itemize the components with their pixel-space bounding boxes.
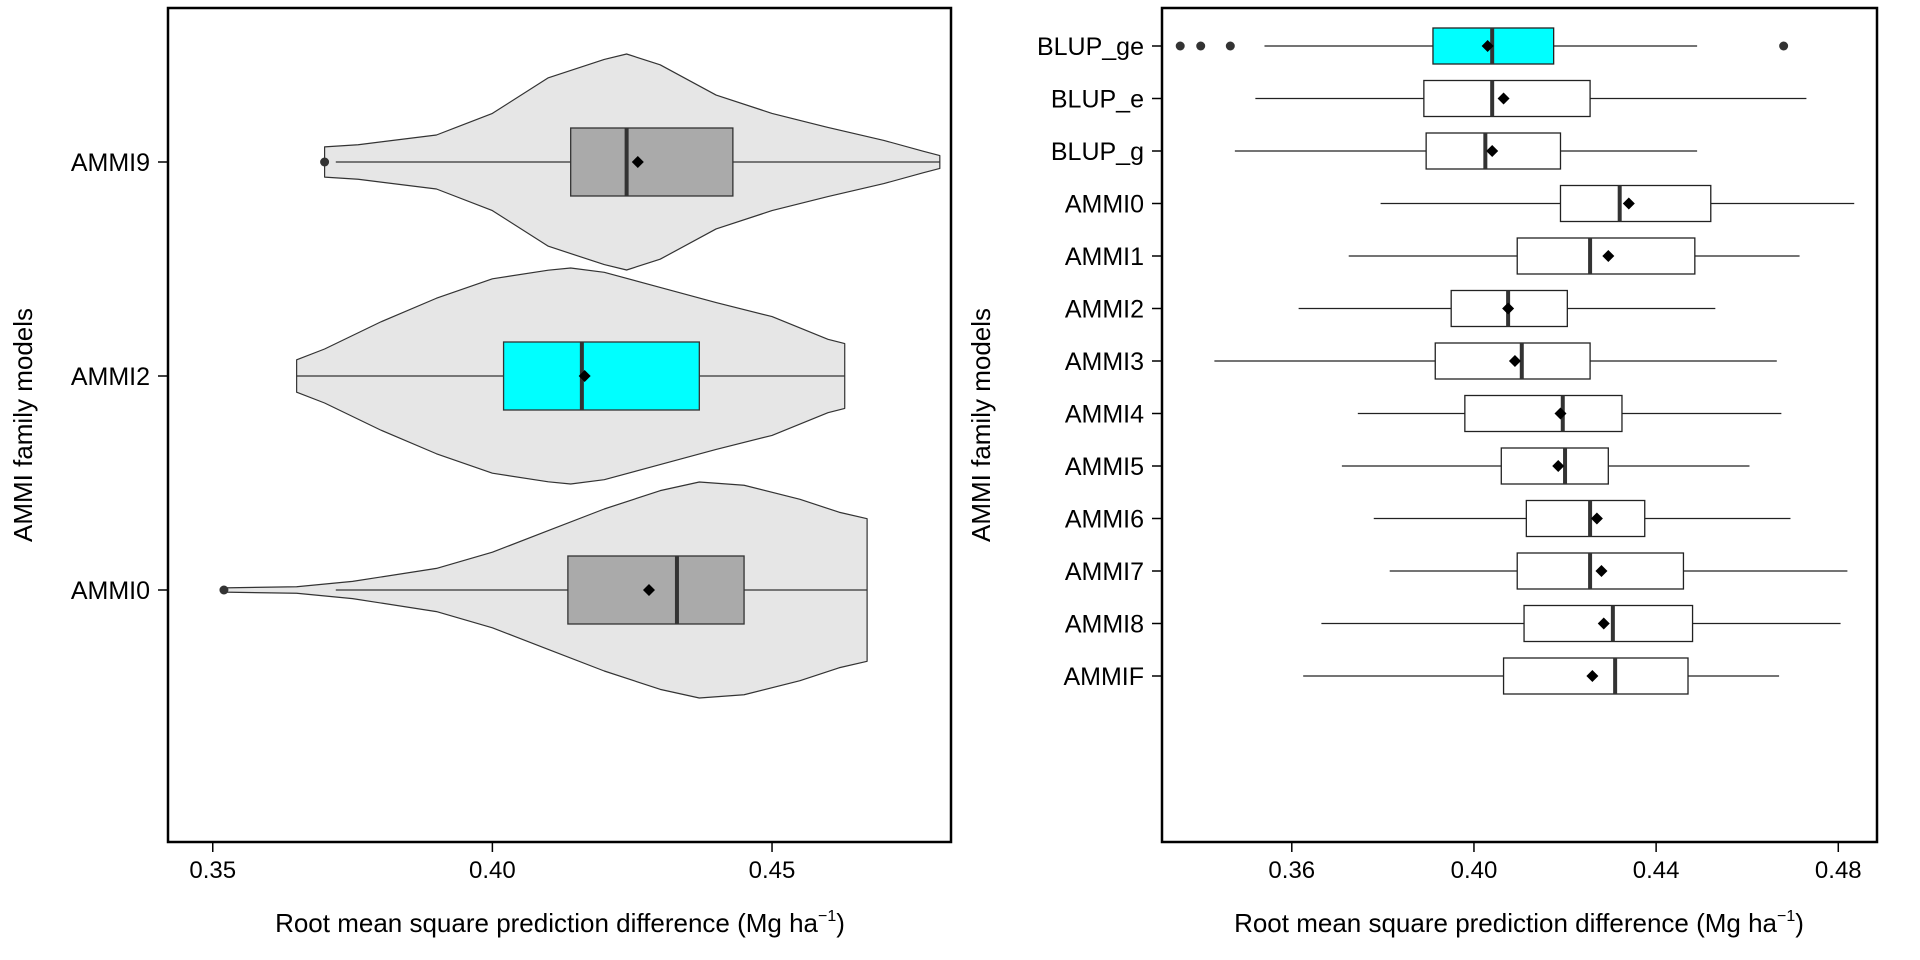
mean-marker bbox=[1554, 407, 1567, 420]
y-axis-label: AMMI family models bbox=[8, 308, 38, 542]
mean-marker bbox=[1552, 460, 1565, 472]
iqr-box bbox=[502, 341, 700, 411]
mean-marker bbox=[578, 370, 591, 382]
box-group bbox=[1357, 394, 1782, 433]
x-tick-label: 0.36 bbox=[1268, 857, 1315, 884]
y-tick-label: AMMI9 bbox=[71, 149, 150, 177]
x-tick-label: 0.40 bbox=[469, 857, 516, 884]
box-group bbox=[1348, 237, 1800, 275]
y-tick-label: AMMI4 bbox=[1065, 401, 1144, 429]
outlier-point bbox=[1225, 41, 1235, 51]
plot-frame bbox=[166, 6, 953, 844]
violin-group bbox=[296, 267, 846, 485]
mean-marker bbox=[1508, 355, 1521, 367]
iqr-box bbox=[1559, 184, 1712, 223]
y-tick-label: BLUP_e bbox=[1051, 86, 1144, 114]
outlier-point bbox=[1175, 41, 1185, 51]
y-axis-label: AMMI family models bbox=[966, 308, 996, 542]
violin-panel: 0.35 0.40 0.45 AMMI9 AMMI2 AMMI0 Root mean sq… bbox=[8, 6, 953, 938]
x-tick-label: 0.45 bbox=[749, 857, 796, 884]
y-tick-label: BLUP_ge bbox=[1037, 33, 1144, 61]
y-tick-label: AMMI8 bbox=[1065, 611, 1144, 639]
y-tick-label: AMMI6 bbox=[1065, 506, 1144, 534]
box-group bbox=[1321, 604, 1841, 643]
mean-marker bbox=[1622, 197, 1635, 210]
boxplot-panel: 0.36 0.40 0.44 0.48 BLUP_ge BLUP_e BLUP_g AMMI0… bbox=[966, 6, 1879, 938]
outlier-point bbox=[219, 585, 229, 595]
plot-frame bbox=[1160, 6, 1879, 844]
box-group bbox=[1341, 447, 1750, 485]
mean-marker bbox=[1486, 145, 1499, 157]
iqr-box bbox=[1525, 499, 1646, 538]
mean-marker bbox=[1590, 512, 1603, 525]
y-tick-label: BLUP_g bbox=[1051, 138, 1144, 166]
y-tick-label: AMMI5 bbox=[1065, 453, 1144, 481]
outlier-point bbox=[320, 157, 330, 167]
y-tick-label: AMMI2 bbox=[1065, 296, 1144, 324]
mean-marker bbox=[1586, 670, 1599, 682]
box-group bbox=[1303, 657, 1780, 695]
mean-marker bbox=[1597, 617, 1610, 630]
iqr-box bbox=[1523, 604, 1694, 643]
mean-marker bbox=[1595, 565, 1608, 577]
x-axis-label: Root mean square prediction difference (… bbox=[1234, 908, 1804, 938]
box-group bbox=[1175, 27, 1789, 65]
mean-marker bbox=[1481, 40, 1494, 52]
y-tick-label: AMMI3 bbox=[1065, 348, 1144, 376]
outlier-point bbox=[1196, 41, 1206, 51]
box-group bbox=[1234, 132, 1698, 170]
box-group bbox=[1389, 552, 1848, 590]
x-axis-label: Root mean square prediction difference (… bbox=[275, 908, 845, 938]
iqr-box bbox=[567, 555, 745, 625]
box-group bbox=[1214, 342, 1777, 380]
box-group bbox=[1373, 499, 1791, 538]
iqr-box bbox=[1464, 394, 1623, 433]
y-tick-label: AMMI1 bbox=[1065, 243, 1144, 271]
y-tick-label: AMMI0 bbox=[71, 577, 150, 605]
mean-marker bbox=[1497, 92, 1510, 105]
x-tick-label: 0.35 bbox=[189, 857, 236, 884]
x-tick-label: 0.48 bbox=[1815, 857, 1862, 884]
outlier-point bbox=[1779, 41, 1789, 51]
box-group bbox=[1298, 289, 1716, 328]
box-group bbox=[1380, 184, 1855, 223]
mean-marker bbox=[1602, 250, 1615, 262]
iqr-box bbox=[1434, 342, 1591, 380]
y-tick-label: AMMI2 bbox=[71, 363, 150, 391]
mean-marker bbox=[631, 156, 644, 168]
x-tick-label: 0.40 bbox=[1451, 857, 1498, 884]
y-tick-label: AMMI0 bbox=[1065, 191, 1144, 219]
box-group bbox=[1255, 79, 1807, 118]
violin-group bbox=[320, 53, 941, 271]
violin-group bbox=[219, 481, 868, 699]
iqr-box bbox=[570, 127, 734, 197]
mean-marker bbox=[1502, 302, 1515, 315]
x-tick-label: 0.44 bbox=[1633, 857, 1680, 884]
y-tick-label: AMMIF bbox=[1063, 663, 1144, 691]
y-tick-label: AMMI7 bbox=[1065, 558, 1144, 586]
mean-marker bbox=[642, 584, 655, 596]
